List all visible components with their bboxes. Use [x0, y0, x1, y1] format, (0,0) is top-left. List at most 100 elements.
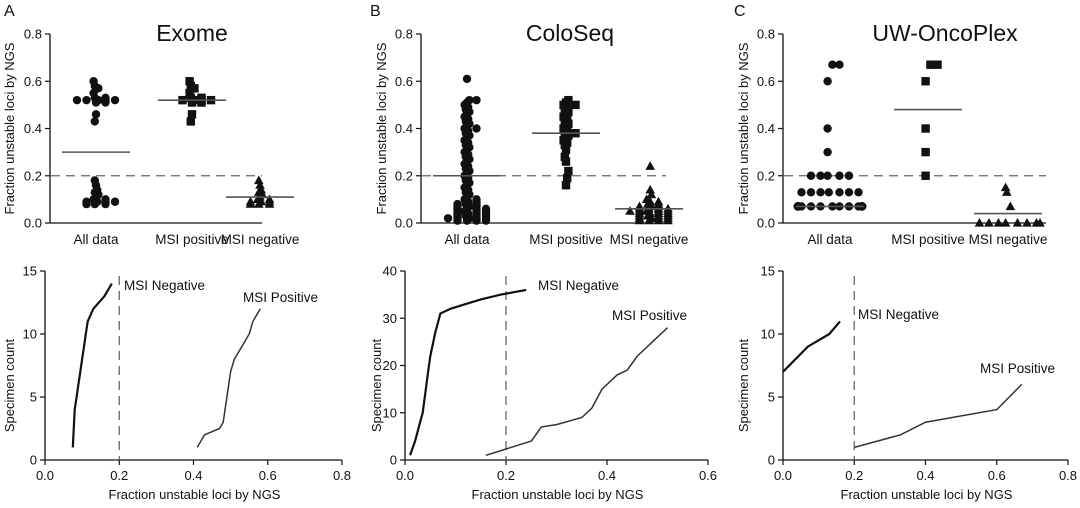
- y-tick-label: 0.4: [757, 121, 775, 136]
- data-point: [823, 171, 832, 180]
- data-point: [926, 60, 935, 69]
- data-point: [993, 218, 1004, 227]
- y-tick-label: 0.4: [24, 121, 42, 136]
- y-tick-label: 0: [30, 453, 37, 468]
- msi-negative-curve: [782, 320, 841, 373]
- data-point: [571, 100, 580, 110]
- data-point: [835, 171, 844, 180]
- data-point: [101, 199, 110, 209]
- data-point: [462, 216, 472, 225]
- panel-letter: A: [4, 3, 15, 20]
- data-point: [110, 197, 120, 206]
- data-point: [1000, 182, 1011, 192]
- data-point: [255, 180, 265, 189]
- data-point: [1005, 201, 1016, 211]
- x-tick-label: 0.0: [774, 468, 792, 483]
- data-point: [245, 199, 256, 208]
- data-point: [645, 184, 655, 194]
- data-point: [645, 161, 655, 170]
- data-point: [1022, 218, 1032, 227]
- y-tick-label: 20: [383, 358, 397, 373]
- category-label: MSI negative: [969, 232, 1048, 247]
- category-label: MSI positive: [529, 232, 603, 247]
- y-tick-label: 10: [383, 405, 397, 420]
- x-tick-label: 0.6: [988, 468, 1006, 483]
- data-point: [921, 124, 930, 133]
- data-point: [646, 189, 657, 199]
- x-tick-label: 0.2: [110, 468, 128, 483]
- category-label: All data: [807, 232, 853, 247]
- data-point: [481, 216, 491, 225]
- data-point: [1002, 187, 1012, 196]
- data-point: [560, 152, 569, 162]
- data-point: [921, 171, 930, 180]
- data-point: [823, 124, 832, 133]
- y-axis-title: Fraction unstable loci by NGS: [2, 42, 17, 214]
- y-tick-label: 0.8: [24, 27, 42, 42]
- y-tick-label: 5: [30, 390, 37, 405]
- y-axis-title: Specimen count: [736, 339, 751, 433]
- data-point: [816, 171, 825, 180]
- category-label: All data: [73, 232, 119, 247]
- data-point: [663, 215, 673, 225]
- data-point: [91, 110, 101, 119]
- data-point: [653, 215, 664, 225]
- data-point: [824, 188, 833, 197]
- x-tick-label: 0.4: [916, 468, 934, 483]
- data-point: [90, 117, 100, 126]
- data-point: [462, 74, 472, 84]
- data-point: [634, 215, 645, 225]
- data-point: [90, 199, 100, 209]
- data-point: [1035, 218, 1045, 227]
- data-point: [835, 60, 844, 69]
- y-tick-label: 0.8: [395, 27, 413, 42]
- data-point: [823, 77, 832, 86]
- data-point: [806, 171, 816, 180]
- y-tick-label: 0.6: [757, 74, 775, 89]
- x-axis-title: Fraction unstable loci by NGS: [109, 487, 281, 502]
- cumulative-panel-b: 0 10 20 30 40 0.0 0.2 0.4 0.6 Fraction unstable l…: [369, 264, 717, 503]
- data-point: [197, 98, 206, 107]
- data-point: [1012, 218, 1023, 227]
- data-point: [472, 124, 481, 133]
- data-point: [835, 188, 844, 197]
- data-point: [443, 214, 453, 223]
- data-point: [187, 110, 197, 119]
- y-tick-label: 5: [768, 390, 775, 405]
- data-point: [101, 98, 110, 107]
- x-tick-label: 0.8: [1059, 468, 1077, 483]
- y-tick-label: 40: [383, 264, 397, 279]
- y-axis-title: Specimen count: [369, 339, 384, 433]
- msi-negative-curve: [71, 283, 113, 448]
- data-point: [1000, 218, 1011, 227]
- curve-label: MSI Positive: [243, 290, 318, 305]
- y-tick-label: 0.0: [24, 216, 42, 231]
- y-tick-label: 30: [383, 311, 397, 326]
- y-axis-title: Specimen count: [2, 339, 17, 433]
- x-tick-label: 0.2: [497, 468, 515, 483]
- data-point: [560, 140, 569, 150]
- data-point: [921, 77, 930, 86]
- msi-positive-curve: [196, 308, 261, 448]
- y-axis-title: Fraction unstable loci by NGS: [736, 42, 751, 214]
- data-point: [186, 117, 195, 126]
- y-tick-label: 0.0: [395, 216, 413, 231]
- data-point: [561, 181, 571, 190]
- data-point: [453, 216, 462, 225]
- y-tick-label: 0: [390, 453, 397, 468]
- data-point: [187, 98, 197, 107]
- msi-positive-curve: [854, 383, 1023, 449]
- data-point: [472, 95, 481, 105]
- data-point: [91, 98, 101, 107]
- y-axis-title: Fraction unstable loci by NGS: [374, 42, 389, 214]
- scatter-panel-a: A Exome 0.0 0.2 0.4 0.6 0.8 Fraction unstable l…: [2, 3, 299, 247]
- panel-title: ColoSeq: [526, 20, 614, 46]
- data-point: [190, 84, 199, 93]
- data-point: [844, 188, 854, 197]
- data-point: [561, 145, 571, 154]
- y-tick-label: 10: [761, 327, 775, 342]
- category-label: All data: [444, 232, 490, 247]
- x-tick-label: 0.0: [396, 468, 414, 483]
- data-point: [921, 147, 930, 157]
